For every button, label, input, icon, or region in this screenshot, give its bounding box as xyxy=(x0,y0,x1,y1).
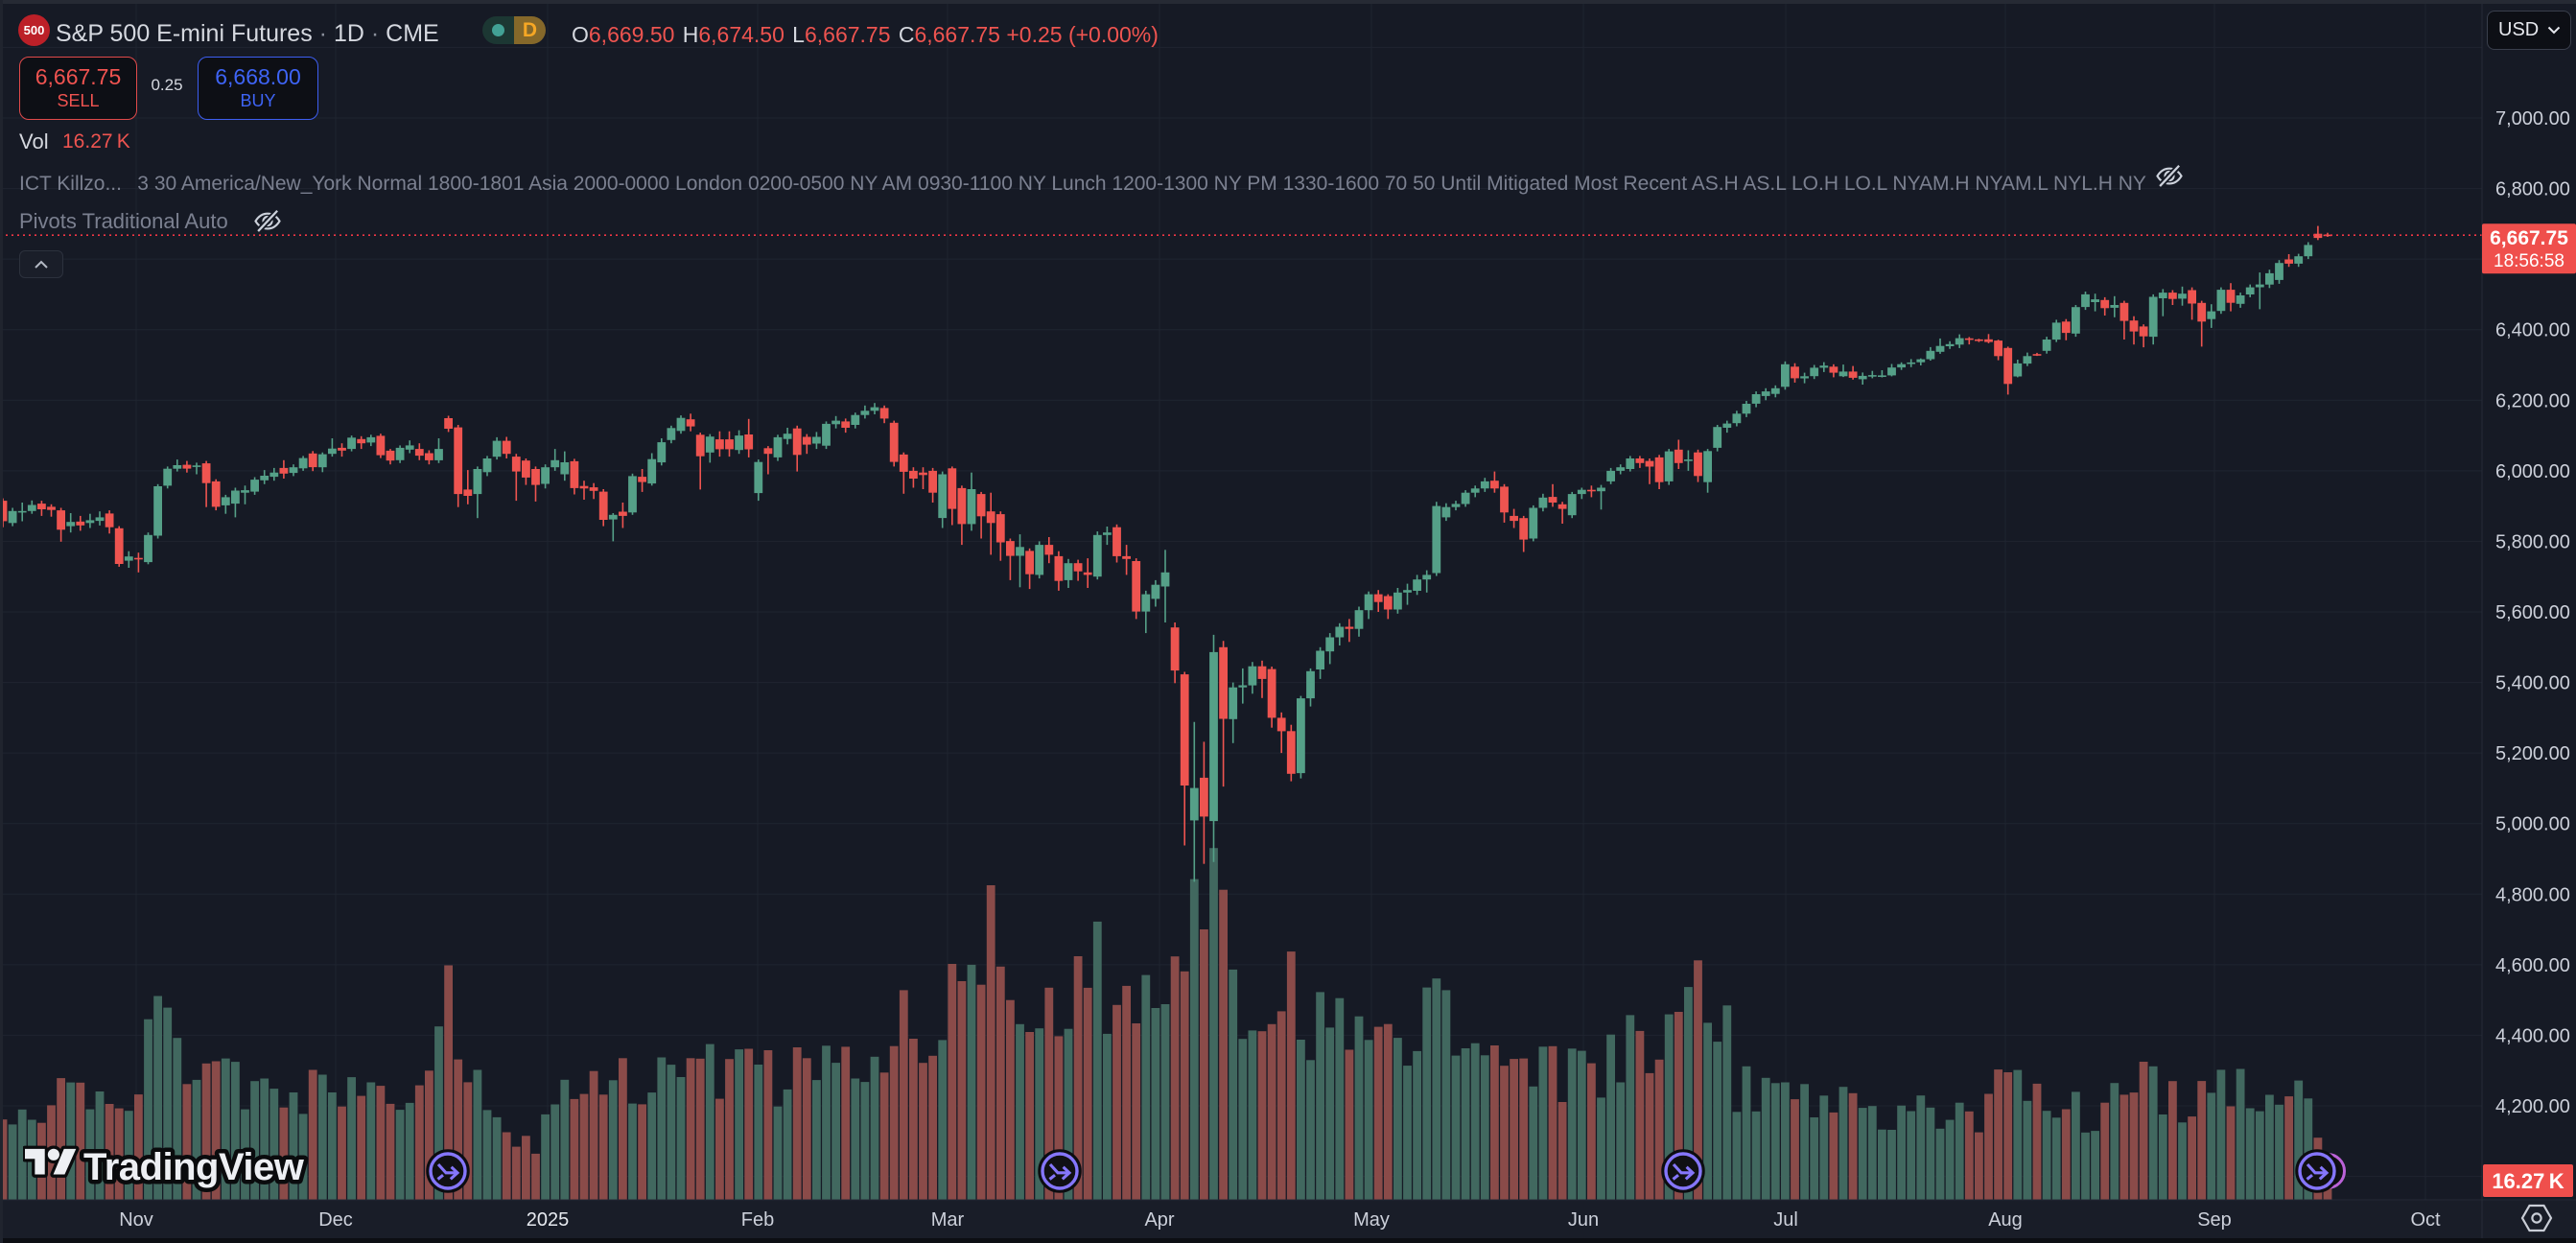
svg-text:5,600.00: 5,600.00 xyxy=(2495,602,2570,623)
svg-text:Mar: Mar xyxy=(931,1209,965,1231)
svg-text:18:56:58: 18:56:58 xyxy=(2494,251,2564,271)
svg-text:4,400.00: 4,400.00 xyxy=(2495,1025,2570,1046)
svg-text:Apr: Apr xyxy=(1144,1209,1174,1231)
svg-text:5,000.00: 5,000.00 xyxy=(2495,814,2570,835)
svg-text:6,000.00: 6,000.00 xyxy=(2495,461,2570,482)
svg-text:6,800.00: 6,800.00 xyxy=(2495,179,2570,200)
svg-text:Dec: Dec xyxy=(318,1209,353,1231)
svg-text:4,600.00: 4,600.00 xyxy=(2495,955,2570,976)
svg-text:5,200.00: 5,200.00 xyxy=(2495,743,2570,764)
svg-text:2025: 2025 xyxy=(527,1209,570,1231)
svg-text:Sep: Sep xyxy=(2197,1209,2232,1231)
svg-text:Jul: Jul xyxy=(1773,1209,1798,1231)
svg-text:Nov: Nov xyxy=(119,1209,153,1231)
svg-text:TradingView: TradingView xyxy=(83,1146,305,1188)
svg-text:May: May xyxy=(1353,1209,1390,1231)
svg-text:16.27 K: 16.27 K xyxy=(2492,1169,2564,1193)
svg-text:5,400.00: 5,400.00 xyxy=(2495,673,2570,694)
svg-text:Aug: Aug xyxy=(1988,1209,2023,1231)
svg-text:Feb: Feb xyxy=(741,1209,774,1231)
svg-text:7,000.00: 7,000.00 xyxy=(2495,108,2570,129)
svg-text:Oct: Oct xyxy=(2410,1209,2441,1231)
svg-text:6,667.75: 6,667.75 xyxy=(2490,227,2568,249)
svg-text:5,800.00: 5,800.00 xyxy=(2495,531,2570,552)
svg-text:Jun: Jun xyxy=(1568,1209,1599,1231)
svg-text:4,800.00: 4,800.00 xyxy=(2495,884,2570,905)
svg-text:4,200.00: 4,200.00 xyxy=(2495,1096,2570,1117)
svg-text:6,200.00: 6,200.00 xyxy=(2495,390,2570,411)
svg-text:6,400.00: 6,400.00 xyxy=(2495,320,2570,341)
